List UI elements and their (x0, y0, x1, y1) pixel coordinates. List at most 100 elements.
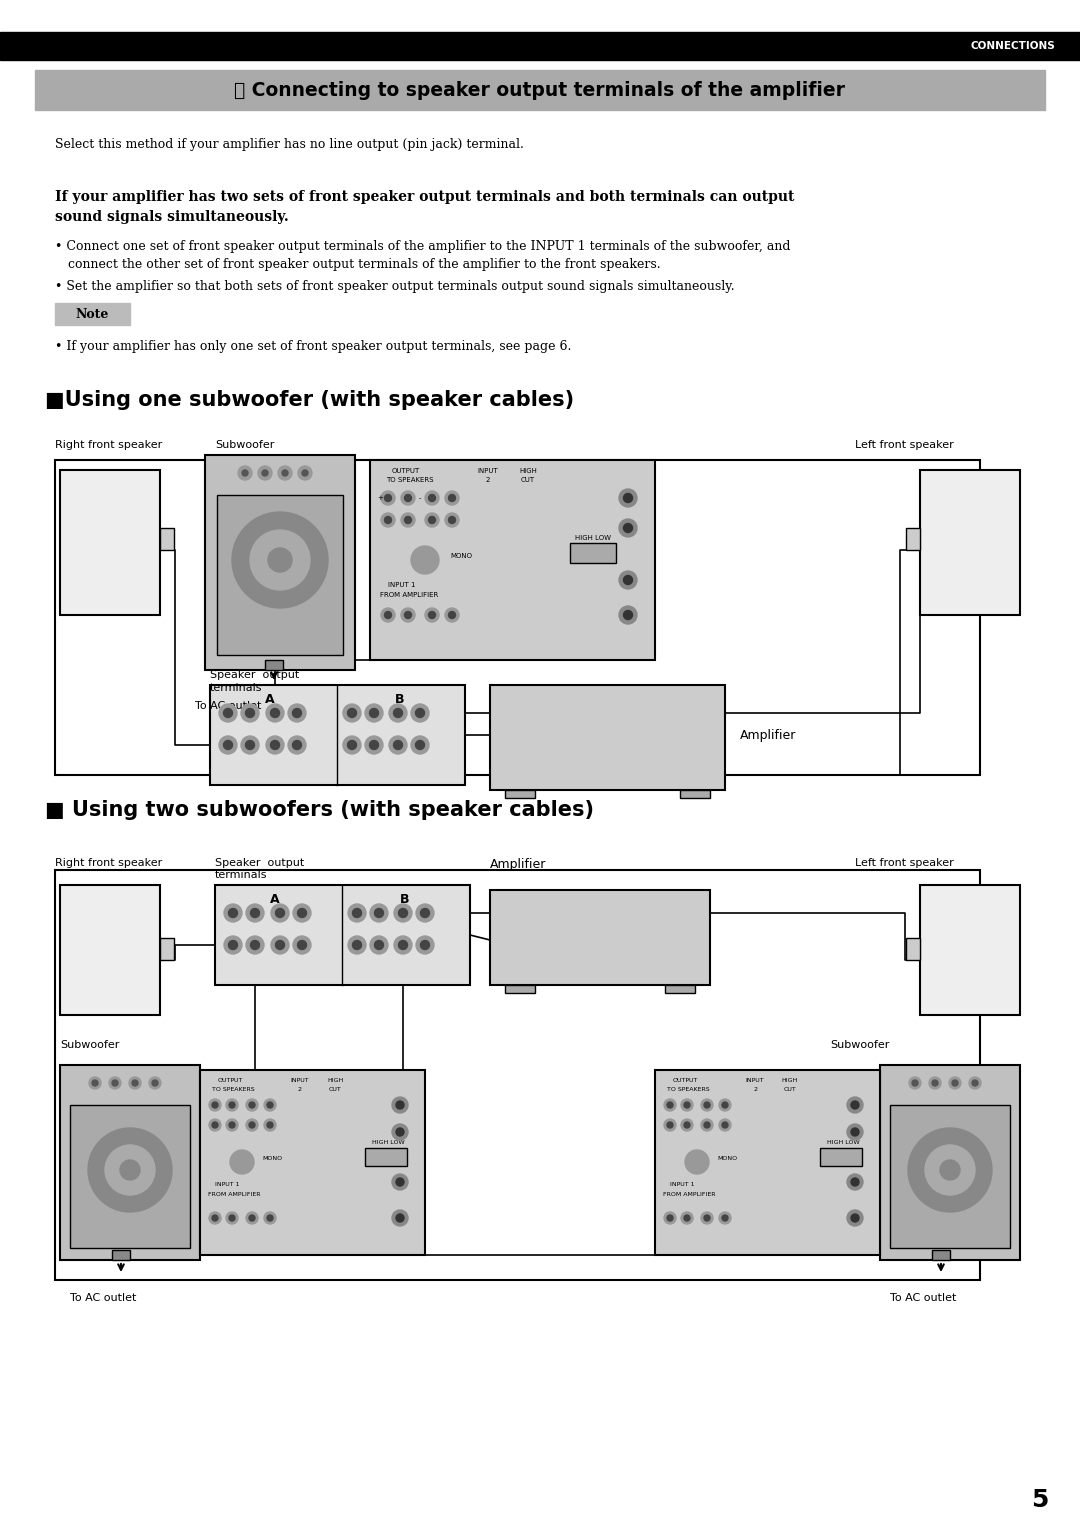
Text: HIGH: HIGH (782, 1077, 798, 1083)
Text: 2: 2 (298, 1087, 302, 1093)
Text: ■Using one subwoofer (with speaker cables): ■Using one subwoofer (with speaker cable… (45, 391, 575, 410)
Circle shape (667, 1215, 673, 1221)
Text: CUT: CUT (521, 478, 535, 484)
Circle shape (230, 1151, 254, 1173)
Circle shape (972, 1080, 978, 1087)
Circle shape (365, 736, 383, 754)
Circle shape (129, 1077, 141, 1090)
Text: HIGH: HIGH (519, 468, 537, 475)
Circle shape (399, 940, 407, 949)
Text: OUTPUT: OUTPUT (218, 1077, 243, 1083)
Circle shape (405, 612, 411, 618)
Text: -: - (419, 494, 421, 501)
Bar (490, 685, 725, 790)
Text: Select this method if your amplifier has no line output (pin jack) terminal.: Select this method if your amplifier has… (55, 137, 524, 151)
Circle shape (232, 513, 328, 607)
Circle shape (224, 903, 242, 922)
Circle shape (270, 740, 280, 749)
Circle shape (681, 1212, 693, 1224)
Circle shape (238, 465, 252, 481)
Circle shape (940, 1160, 960, 1180)
Circle shape (623, 610, 633, 620)
Circle shape (701, 1212, 713, 1224)
Text: To AC outlet: To AC outlet (195, 700, 261, 711)
Circle shape (375, 940, 383, 949)
Circle shape (969, 1077, 981, 1090)
Text: FROM AMPLIFIER: FROM AMPLIFIER (380, 592, 438, 598)
Text: INPUT 1: INPUT 1 (670, 1183, 694, 1187)
Bar (60, 885, 160, 1015)
Circle shape (267, 1215, 273, 1221)
Text: If your amplifier has two sets of front speaker output terminals and both termin: If your amplifier has two sets of front … (55, 191, 795, 204)
Circle shape (226, 1099, 238, 1111)
Circle shape (399, 908, 407, 917)
Text: CUT: CUT (328, 1087, 341, 1093)
Bar (200, 1070, 426, 1254)
Circle shape (293, 740, 301, 749)
Circle shape (229, 1102, 235, 1108)
Text: INPUT: INPUT (291, 1077, 309, 1083)
Circle shape (909, 1077, 921, 1090)
Text: Right front speaker: Right front speaker (55, 858, 162, 868)
Text: Amplifier: Amplifier (740, 728, 796, 742)
Circle shape (381, 491, 395, 505)
Circle shape (264, 1212, 276, 1224)
Circle shape (393, 740, 403, 749)
Bar (665, 984, 696, 993)
Circle shape (719, 1119, 731, 1131)
Circle shape (278, 465, 292, 481)
Circle shape (384, 494, 391, 502)
Circle shape (267, 1102, 273, 1108)
Circle shape (226, 1212, 238, 1224)
Text: CUT: CUT (784, 1087, 796, 1093)
Circle shape (212, 1215, 218, 1221)
Text: TO SPEAKERS: TO SPEAKERS (212, 1087, 255, 1093)
Text: TO SPEAKERS: TO SPEAKERS (667, 1087, 710, 1093)
Circle shape (405, 516, 411, 523)
Circle shape (429, 516, 435, 523)
Circle shape (241, 703, 259, 722)
Text: INPUT: INPUT (477, 468, 498, 475)
Circle shape (719, 1212, 731, 1224)
Text: To AC outlet: To AC outlet (70, 1293, 136, 1303)
Circle shape (120, 1160, 140, 1180)
Circle shape (298, 465, 312, 481)
Circle shape (210, 1099, 221, 1111)
Text: OUTPUT: OUTPUT (392, 468, 420, 475)
Circle shape (684, 1215, 690, 1221)
Text: A: A (266, 693, 274, 707)
Circle shape (420, 908, 430, 917)
Circle shape (275, 908, 284, 917)
Circle shape (210, 1212, 221, 1224)
Circle shape (393, 708, 403, 717)
Circle shape (343, 736, 361, 754)
Circle shape (426, 491, 438, 505)
Text: Note: Note (76, 308, 109, 320)
Circle shape (619, 488, 637, 507)
Circle shape (381, 513, 395, 526)
Circle shape (932, 1080, 939, 1087)
Circle shape (667, 1122, 673, 1128)
Circle shape (664, 1119, 676, 1131)
Circle shape (445, 607, 459, 623)
Text: Speaker  output: Speaker output (210, 670, 299, 681)
Circle shape (92, 1080, 98, 1087)
Text: MONO: MONO (717, 1155, 738, 1160)
Circle shape (681, 1099, 693, 1111)
Circle shape (370, 935, 388, 954)
Circle shape (392, 1210, 408, 1225)
Text: Subwoofer: Subwoofer (215, 439, 274, 450)
Circle shape (249, 1122, 255, 1128)
Circle shape (152, 1080, 158, 1087)
Circle shape (302, 470, 308, 476)
Circle shape (416, 708, 424, 717)
Circle shape (352, 940, 362, 949)
Circle shape (348, 903, 366, 922)
Circle shape (704, 1122, 710, 1128)
Circle shape (375, 908, 383, 917)
Circle shape (229, 940, 238, 949)
Circle shape (623, 493, 633, 502)
Circle shape (719, 1099, 731, 1111)
Circle shape (445, 513, 459, 526)
Circle shape (851, 1128, 859, 1135)
